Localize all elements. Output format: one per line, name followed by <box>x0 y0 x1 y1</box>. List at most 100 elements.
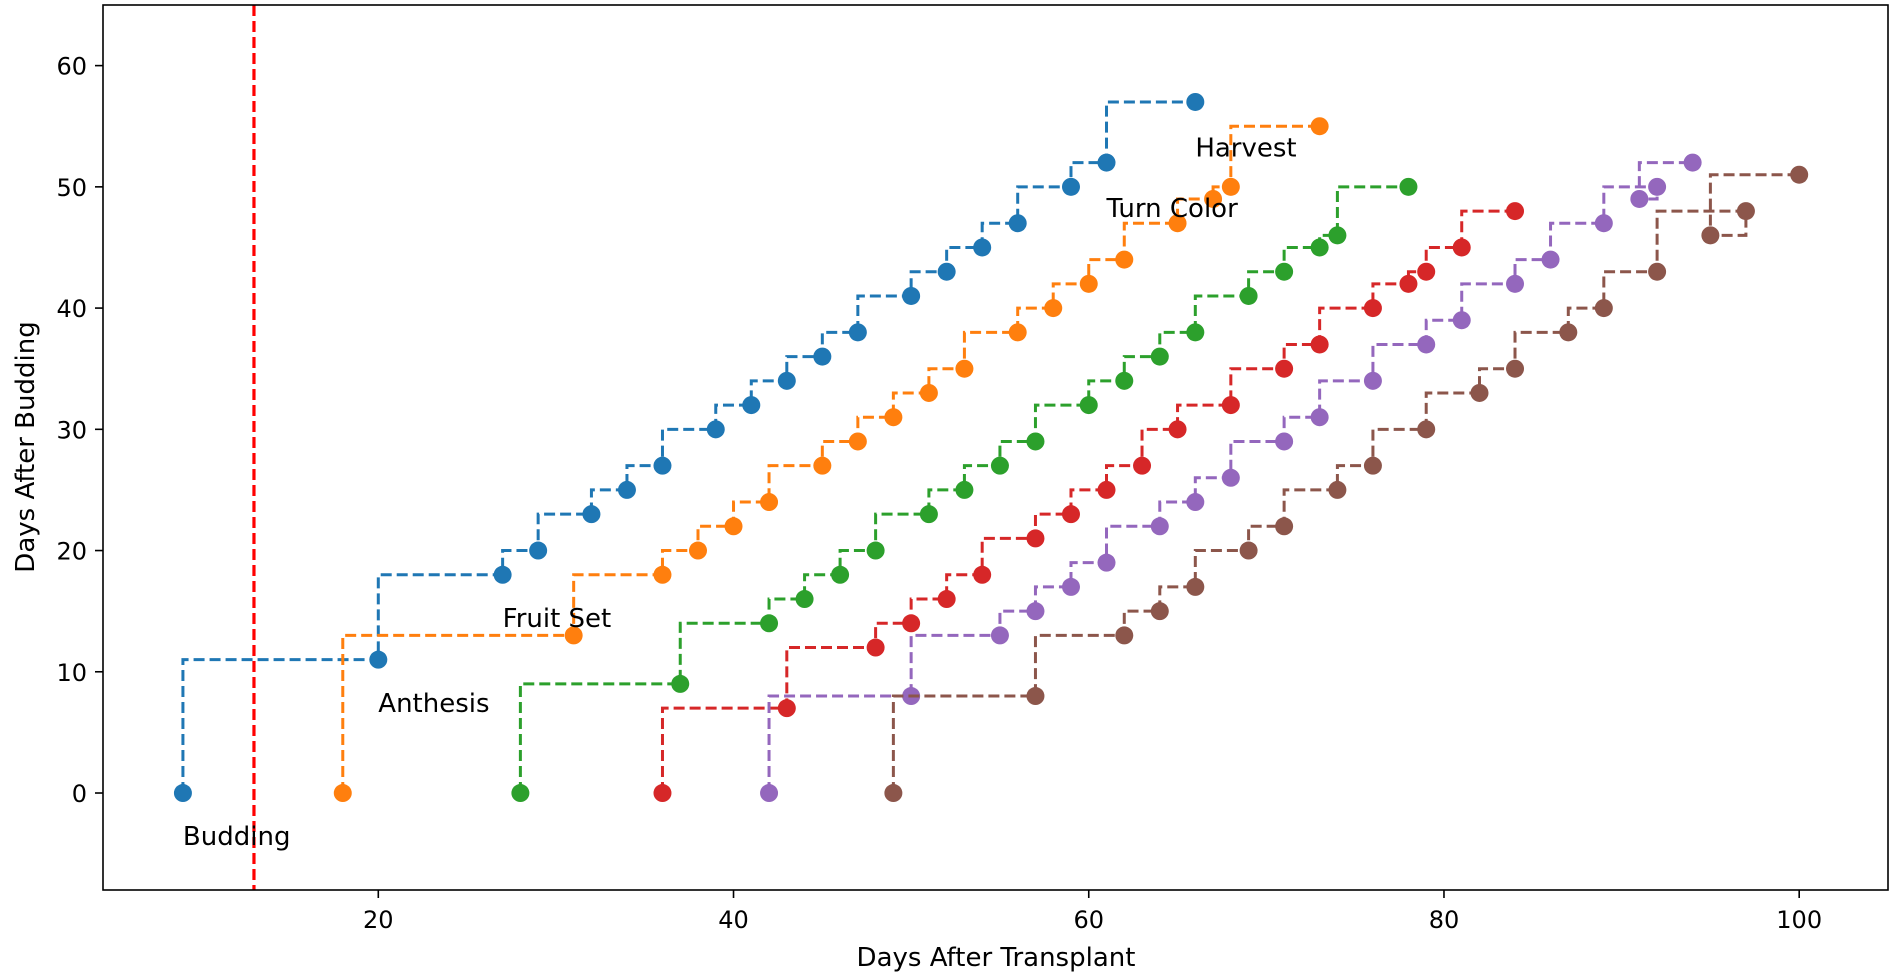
series-2-point <box>1310 238 1329 257</box>
series-3-point <box>1061 505 1080 524</box>
series-2-point <box>1328 226 1347 245</box>
series-5-point <box>1790 165 1809 184</box>
x-tick-label: 60 <box>1073 906 1104 934</box>
series-0-point <box>582 505 601 524</box>
series-0-point <box>706 420 725 439</box>
series-5-point <box>1150 602 1169 621</box>
series-5-point <box>884 784 903 803</box>
series-4-point <box>1221 468 1240 487</box>
series-5-point <box>1506 359 1525 378</box>
series-4-point <box>1594 214 1613 233</box>
y-tick-label: 0 <box>72 780 87 808</box>
series-1-point <box>813 456 832 475</box>
series-5-point <box>1328 480 1347 499</box>
y-tick-label: 20 <box>56 538 87 566</box>
series-2-point <box>866 541 885 560</box>
series-5-point <box>1026 687 1045 706</box>
plot-area <box>173 5 1809 890</box>
series-0-point <box>529 541 548 560</box>
series-1-point <box>919 383 938 402</box>
series-1-point <box>1168 214 1187 233</box>
series-3-point <box>1417 262 1436 281</box>
series-3-point <box>777 699 796 718</box>
series-0-point <box>369 650 388 669</box>
series-3-point <box>1363 299 1382 318</box>
series-0-point <box>173 784 192 803</box>
series-3-point <box>1310 335 1329 354</box>
x-tick-label: 80 <box>1429 906 1460 934</box>
series-0-point <box>937 262 956 281</box>
x-axis-label: Days After Transplant <box>857 943 1136 973</box>
series-5-step-line <box>891 173 1800 794</box>
series-3-point <box>902 614 921 633</box>
series-1-point <box>1044 299 1063 318</box>
series-4-point <box>1186 493 1205 512</box>
series-2-point <box>955 480 974 499</box>
series-5-point <box>1363 456 1382 475</box>
series-0-point <box>1061 177 1080 196</box>
series-0-point <box>848 323 867 342</box>
series-4-point <box>1026 602 1045 621</box>
series-3-point <box>1506 202 1525 221</box>
series-2-point <box>795 590 814 609</box>
series-1-point <box>1079 274 1098 293</box>
series-2-point <box>1186 323 1205 342</box>
series-0-point <box>1097 153 1116 172</box>
series-2-point <box>831 565 850 584</box>
series-0-point <box>1186 92 1205 111</box>
series-5-point <box>1186 577 1205 596</box>
series-2-point <box>1239 286 1258 305</box>
series-0-point <box>653 456 672 475</box>
y-tick-label: 50 <box>56 174 87 202</box>
series-5-point <box>1275 517 1294 536</box>
series-2-point <box>1026 432 1045 451</box>
y-tick-label: 60 <box>56 53 87 81</box>
series-3-point <box>653 784 672 803</box>
series-5-point <box>1736 202 1755 221</box>
series-1-point <box>884 408 903 427</box>
series-5-point <box>1594 299 1613 318</box>
series-4-point <box>1417 335 1436 354</box>
y-tick-label: 30 <box>56 416 87 444</box>
y-tick-label: 40 <box>56 295 87 323</box>
y-axis-label: Days After Budding <box>11 321 41 572</box>
x-tick-label: 20 <box>363 906 394 934</box>
series-3-point <box>866 638 885 657</box>
series-0-point <box>813 347 832 366</box>
series-1-point <box>653 565 672 584</box>
series-2-point <box>1275 262 1294 281</box>
series-5-point <box>1470 383 1489 402</box>
series-3-point <box>1168 420 1187 439</box>
series-0-point <box>973 238 992 257</box>
series-1-point <box>1115 250 1134 269</box>
axes: 20 40 60 80 100 0 10 20 30 40 50 60 <box>56 4 1889 934</box>
series-4-point <box>1541 250 1560 269</box>
series-3-point <box>973 565 992 584</box>
annotation-label: Budding <box>183 822 291 852</box>
series-2-point <box>671 674 690 693</box>
series-2-point <box>919 505 938 524</box>
annotation-label: Harvest <box>1195 134 1296 164</box>
series-3-point <box>1399 274 1418 293</box>
series-0-point <box>493 565 512 584</box>
series-2-point <box>1399 177 1418 196</box>
series-2-point <box>1150 347 1169 366</box>
series-2-point <box>990 456 1009 475</box>
series-1-point <box>955 359 974 378</box>
series-4-point <box>1150 517 1169 536</box>
series-0-point <box>1008 214 1027 233</box>
annotation-label: Anthesis <box>378 689 489 719</box>
series-0-point <box>742 396 761 415</box>
series-4-point <box>1648 177 1667 196</box>
series-3-point <box>1275 359 1294 378</box>
series-1-point <box>333 784 352 803</box>
series-1-point <box>1204 189 1223 208</box>
series-2-point <box>760 614 779 633</box>
series-4-point <box>760 784 779 803</box>
series-1-point <box>1310 117 1329 136</box>
series-1-point <box>760 493 779 512</box>
series-0-point <box>777 371 796 390</box>
series-4-point <box>1310 408 1329 427</box>
annotations: Budding Anthesis Fruit Set Turn Color Harves… <box>183 134 1297 853</box>
